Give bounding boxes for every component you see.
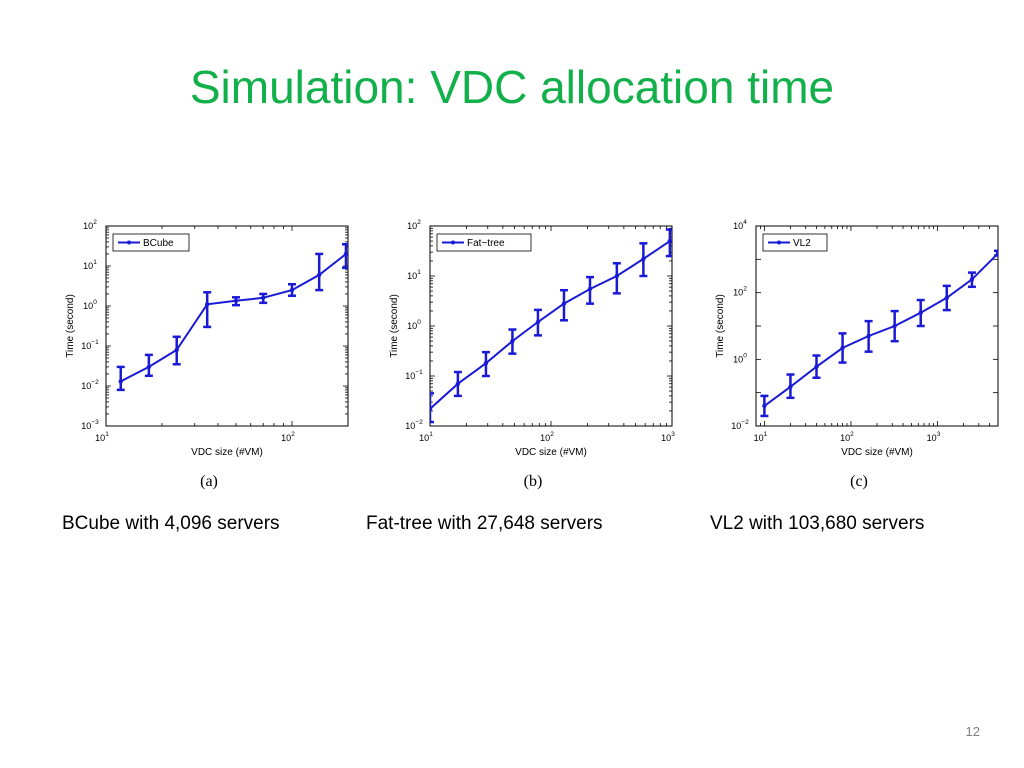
y-axis-label: Time (second) bbox=[389, 294, 400, 358]
data-point bbox=[483, 361, 489, 366]
x-tick-label: 101 bbox=[419, 431, 433, 443]
data-point bbox=[614, 273, 620, 279]
series-VL2 bbox=[760, 249, 998, 418]
series-Fat−tree bbox=[430, 228, 672, 424]
legend-marker bbox=[451, 240, 455, 245]
data-point bbox=[918, 310, 923, 315]
x-tick-label: 101 bbox=[95, 431, 109, 443]
y-tick-label: 100 bbox=[83, 299, 97, 311]
slide-title: Simulation: VDC allocation time bbox=[189, 61, 835, 113]
series-line bbox=[763, 252, 998, 407]
series-line bbox=[430, 240, 671, 410]
legend-label: VL2 bbox=[793, 238, 811, 249]
series-line bbox=[120, 253, 347, 383]
x-tick-label: 103 bbox=[927, 431, 941, 443]
x-tick-label: 102 bbox=[281, 431, 295, 443]
data-point bbox=[289, 287, 295, 293]
y-tick-label: 10−1 bbox=[405, 369, 423, 381]
panel-label: (c) bbox=[850, 473, 868, 490]
data-point bbox=[641, 256, 646, 262]
chart-svg: 101 102 10−3 10−2 10−1 100 101 102 VDC size (#VM… bbox=[65, 219, 349, 490]
data-point bbox=[969, 277, 975, 282]
x-tick-label: 102 bbox=[540, 431, 554, 443]
data-point bbox=[667, 238, 672, 244]
chart-b: 101 102 103 10−2 10−1 100 101 102 VDC size (#VM)… bbox=[380, 212, 680, 492]
plot-frame bbox=[105, 225, 349, 427]
y-tick-label: 101 bbox=[83, 259, 97, 271]
chart-svg: 101 102 103 10−2 100 102 104 VDC size (#VM) Time… bbox=[715, 219, 999, 490]
legend-box bbox=[436, 233, 532, 252]
data-point bbox=[455, 381, 461, 386]
data-point bbox=[535, 319, 541, 325]
data-point bbox=[892, 323, 897, 329]
plot-frame bbox=[755, 225, 999, 427]
data-point bbox=[587, 286, 593, 292]
plot-frame bbox=[429, 225, 673, 427]
ticks bbox=[429, 225, 673, 427]
y-tick-label: 102 bbox=[733, 286, 747, 298]
caption-fat-tree: Fat-tree with 27,648 servers bbox=[366, 513, 603, 534]
data-point bbox=[944, 295, 949, 301]
data-point bbox=[174, 347, 179, 353]
data-point bbox=[343, 251, 348, 257]
data-point bbox=[788, 384, 793, 389]
x-axis-label: VDC size (#VM) bbox=[191, 447, 263, 458]
x-axis-label: VDC size (#VM) bbox=[841, 447, 913, 458]
y-tick-label: 10−2 bbox=[405, 419, 423, 431]
caption-bcube: BCube with 4,096 servers bbox=[62, 513, 280, 534]
legend-marker bbox=[127, 240, 131, 245]
data-point bbox=[814, 364, 819, 369]
panel-label: (a) bbox=[200, 473, 218, 490]
data-point bbox=[316, 272, 322, 278]
legend-label: BCube bbox=[143, 238, 174, 249]
y-tick-label: 104 bbox=[733, 219, 747, 231]
data-point bbox=[146, 364, 152, 370]
data-point bbox=[762, 403, 767, 409]
legend-box bbox=[112, 233, 190, 252]
y-tick-label: 101 bbox=[407, 269, 421, 281]
data-point bbox=[260, 295, 266, 301]
x-tick-label: 103 bbox=[661, 431, 675, 443]
y-tick-label: 102 bbox=[407, 219, 421, 231]
legend: Fat−tree bbox=[436, 233, 532, 252]
data-point bbox=[561, 301, 567, 306]
chart-svg: 101 102 103 10−2 10−1 100 101 102 VDC size (#VM)… bbox=[389, 219, 675, 490]
ticks bbox=[755, 225, 999, 427]
y-tick-label: 100 bbox=[407, 319, 421, 331]
data-point bbox=[205, 302, 210, 307]
data-point bbox=[430, 406, 433, 412]
data-point bbox=[118, 379, 123, 384]
legend: VL2 bbox=[762, 233, 828, 252]
y-tick-label: 10−3 bbox=[81, 419, 99, 431]
y-tick-label: 10−2 bbox=[731, 419, 749, 431]
y-tick-label: 100 bbox=[733, 352, 747, 364]
caption-vl2: VL2 with 103,680 servers bbox=[710, 513, 925, 534]
y-tick-label: 102 bbox=[83, 219, 97, 231]
legend-box bbox=[762, 233, 828, 252]
series-BCube bbox=[116, 242, 348, 392]
panel-label: (b) bbox=[524, 473, 543, 490]
y-tick-label: 10−2 bbox=[81, 379, 99, 391]
y-axis-label: Time (second) bbox=[65, 294, 76, 358]
legend-label: Fat−tree bbox=[467, 238, 505, 249]
x-tick-label: 102 bbox=[840, 431, 854, 443]
data-point bbox=[233, 298, 239, 303]
chart-a: 101 102 10−3 10−2 10−1 100 101 102 VDC size (#VM… bbox=[56, 212, 356, 492]
data-point bbox=[995, 251, 998, 256]
y-axis-label: Time (second) bbox=[715, 294, 726, 358]
data-point bbox=[840, 345, 845, 351]
page-number: 12 bbox=[965, 724, 980, 739]
legend-marker bbox=[777, 240, 781, 245]
chart-c: 101 102 103 10−2 100 102 104 VDC size (#VM) Time… bbox=[706, 212, 1006, 492]
x-axis-label: VDC size (#VM) bbox=[515, 447, 587, 458]
data-point bbox=[510, 338, 515, 344]
x-tick-label: 101 bbox=[754, 431, 768, 443]
ticks bbox=[105, 225, 349, 427]
y-tick-label: 10−1 bbox=[81, 339, 99, 351]
data-point bbox=[866, 333, 871, 339]
legend: BCube bbox=[112, 233, 190, 252]
